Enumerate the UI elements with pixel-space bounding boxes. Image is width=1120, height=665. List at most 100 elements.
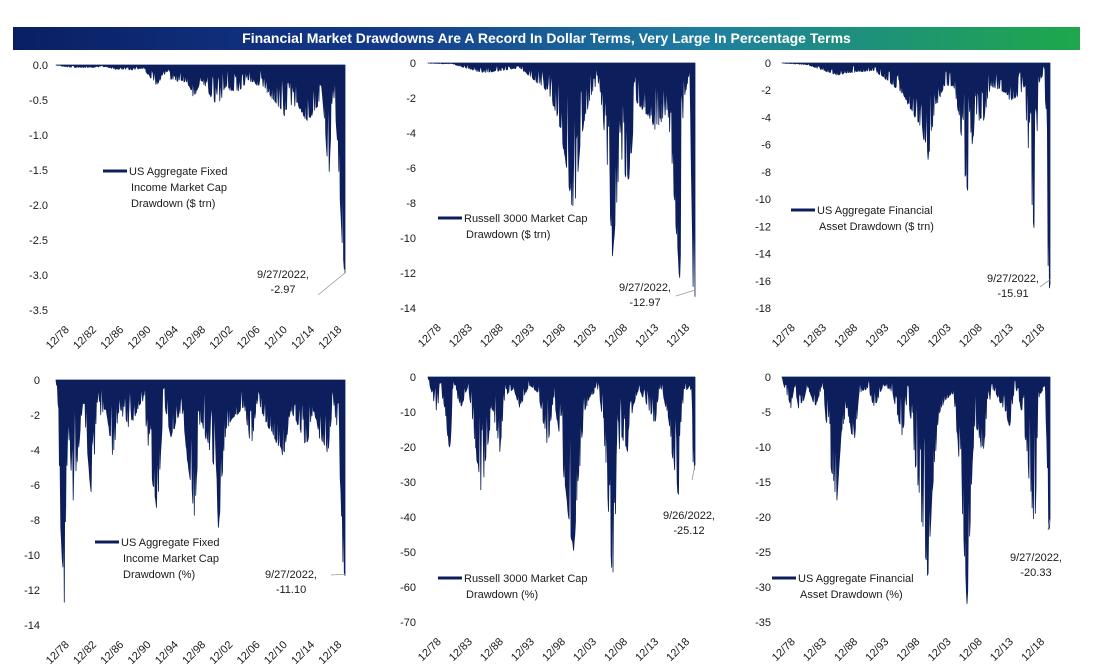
y-tick-label: -2 (406, 93, 416, 105)
x-tick-label: 12/13 (988, 636, 1016, 664)
callout-value: -15.91 (997, 288, 1028, 300)
y-tick-label: -6 (30, 480, 40, 492)
x-tick-label: 12/78 (770, 636, 798, 664)
x-tick-label: 12/03 (571, 322, 599, 350)
legend-label: Asset Drawdown (%) (800, 589, 903, 601)
x-tick-label: 12/93 (509, 636, 537, 664)
y-tick-label: 0 (410, 58, 416, 70)
y-tick-label: -18 (755, 303, 771, 315)
y-tick-label: -1.5 (29, 165, 48, 177)
x-tick-label: 12/88 (832, 322, 860, 350)
callout-leader (691, 464, 696, 481)
drawdown-series (781, 62, 1051, 289)
y-tick-label: -50 (400, 547, 416, 559)
y-tick-label: -25 (755, 547, 771, 559)
y-tick-label: -4 (406, 128, 416, 140)
y-tick-label: -12 (24, 585, 40, 597)
x-tick-label: 12/18 (317, 324, 345, 352)
x-tick-label: 12/13 (633, 636, 661, 664)
x-tick-label: 12/88 (478, 636, 506, 664)
y-tick-label: 0 (34, 375, 40, 387)
callout-value: -25.12 (673, 525, 704, 537)
x-tick-label: 12/03 (571, 636, 599, 664)
y-tick-label: -4 (30, 445, 40, 457)
y-tick-label: -70 (400, 617, 416, 629)
y-tick-label: -8 (30, 515, 40, 527)
y-tick-label: -10 (755, 194, 771, 206)
x-tick-label: 12/98 (180, 324, 208, 352)
x-tick-label: 12/98 (895, 636, 923, 664)
legend-label: US Aggregate Financial (798, 573, 914, 585)
page-title: Financial Market Drawdowns Are A Record … (242, 30, 851, 46)
y-tick-label: -1.0 (29, 130, 48, 142)
x-tick-label: 12/88 (832, 636, 860, 664)
x-tick-label: 12/08 (957, 322, 985, 350)
drawdown-series (55, 64, 346, 274)
legend-label: Asset Drawdown ($ trn) (819, 221, 934, 233)
y-tick-label: -2 (761, 85, 771, 97)
drawdown-series (427, 376, 696, 573)
y-tick-label: -4 (761, 112, 771, 124)
callout-value: -2.97 (270, 284, 295, 296)
legend-label: Drawdown ($ trn) (131, 198, 215, 210)
callout-date: 9/27/2022, (1010, 552, 1062, 564)
callout-date: 9/27/2022, (257, 269, 309, 281)
callout-leader (317, 272, 346, 296)
x-tick-label: 12/98 (895, 322, 923, 350)
x-tick-label: 12/06 (235, 639, 263, 665)
x-tick-label: 12/86 (98, 639, 126, 665)
x-tick-label: 12/82 (71, 639, 99, 665)
callout-date: 9/27/2022, (265, 569, 317, 581)
callout-date: 9/26/2022, (663, 510, 715, 522)
x-tick-label: 12/18 (664, 636, 692, 664)
y-tick-label: -35 (755, 617, 771, 629)
callout-date: 9/27/2022, (619, 282, 671, 294)
x-tick-label: 12/03 (926, 322, 954, 350)
x-tick-label: 12/94 (153, 324, 181, 352)
x-tick-label: 12/14 (289, 639, 317, 665)
y-tick-label: -30 (755, 582, 771, 594)
y-tick-label: 0 (765, 58, 771, 70)
x-tick-label: 12/93 (863, 322, 891, 350)
callout-leader (675, 289, 696, 297)
x-tick-label: 12/13 (988, 322, 1016, 350)
x-tick-label: 12/78 (44, 324, 72, 352)
x-tick-label: 12/14 (289, 324, 317, 352)
x-tick-label: 12/18 (1019, 322, 1047, 350)
y-tick-label: 0.0 (33, 60, 48, 72)
y-tick-label: -2 (30, 410, 40, 422)
y-tick-label: -0.5 (29, 95, 48, 107)
x-tick-label: 12/10 (262, 639, 290, 665)
x-tick-label: 12/18 (664, 322, 692, 350)
x-tick-label: 12/78 (416, 636, 444, 664)
y-tick-label: -12 (755, 221, 771, 233)
y-tick-label: -3.5 (29, 305, 48, 317)
legend-label: Drawdown (%) (466, 589, 538, 601)
callout-value: -20.33 (1020, 567, 1051, 579)
x-tick-label: 12/90 (126, 639, 154, 665)
callout-leader (1039, 279, 1051, 288)
y-tick-label: -15 (755, 477, 771, 489)
x-tick-label: 12/78 (770, 322, 798, 350)
x-tick-label: 12/08 (602, 636, 630, 664)
x-tick-label: 12/82 (71, 324, 99, 352)
y-tick-label: -10 (24, 550, 40, 562)
callout-leader (330, 573, 346, 576)
x-tick-label: 12/78 (416, 322, 444, 350)
x-tick-label: 12/98 (540, 322, 568, 350)
drawdown-series (781, 376, 1051, 604)
y-tick-label: -10 (755, 442, 771, 454)
callout-date: 9/27/2022, (987, 273, 1039, 285)
x-tick-label: 12/83 (447, 636, 475, 664)
y-tick-label: 0 (765, 372, 771, 384)
x-tick-label: 12/02 (207, 324, 235, 352)
x-tick-label: 12/98 (180, 639, 208, 665)
y-tick-label: -16 (755, 276, 771, 288)
x-tick-label: 12/98 (540, 636, 568, 664)
y-tick-label: -10 (400, 233, 416, 245)
legend-label: US Aggregate Fixed (129, 166, 227, 178)
y-tick-label: -8 (406, 198, 416, 210)
legend-label: US Aggregate Fixed (121, 537, 219, 549)
x-tick-label: 12/13 (633, 322, 661, 350)
title-banner: Financial Market Drawdowns Are A Record … (13, 27, 1080, 50)
